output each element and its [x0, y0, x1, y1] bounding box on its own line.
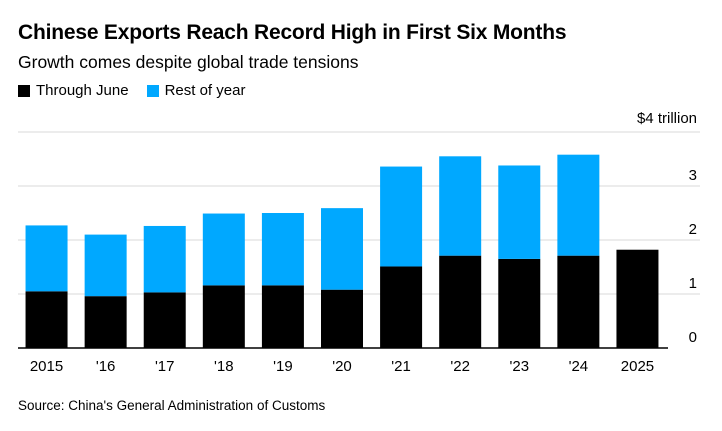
- bar-rest-of-year-21: [380, 166, 423, 267]
- bar-through-june-21: [380, 266, 423, 348]
- x-tick-label-22: '22: [450, 358, 470, 375]
- bar-through-june-18: [202, 285, 245, 348]
- y-tick-label-3: 3: [689, 167, 697, 184]
- bar-through-june-19: [261, 285, 304, 348]
- x-tick-label-24: '24: [569, 358, 589, 375]
- x-tick-label-2015: 2015: [30, 358, 63, 375]
- x-tick-label-17: '17: [155, 358, 175, 375]
- source-note: Source: China's General Administration o…: [18, 398, 326, 413]
- bar-rest-of-year-2015: [25, 225, 68, 292]
- x-tick-label-16: '16: [96, 358, 116, 375]
- bar-rest-of-year-23: [498, 165, 541, 259]
- bar-through-june-24: [557, 255, 600, 348]
- legend-item-through-june: Through June: [18, 82, 129, 99]
- bar-rest-of-year-16: [84, 234, 127, 297]
- bar-rest-of-year-17: [143, 225, 186, 293]
- bar-rest-of-year-20: [321, 208, 363, 290]
- x-tick-label-23: '23: [509, 358, 529, 375]
- bar-rest-of-year-22: [439, 156, 482, 256]
- bar-through-june-2025: [616, 249, 659, 348]
- bar-through-june-22: [439, 255, 482, 348]
- x-tick-label-2025: 2025: [621, 358, 654, 375]
- bar-through-june-23: [498, 258, 541, 348]
- legend-label-rest-of-year: Rest of year: [164, 82, 246, 99]
- y-tick-label-2: 2: [689, 221, 697, 238]
- x-tick-label-18: '18: [214, 358, 234, 375]
- legend: Through June Rest of year: [18, 82, 263, 99]
- x-tick-label-20: '20: [332, 358, 352, 375]
- bar-through-june-16: [84, 296, 127, 348]
- bar-through-june-17: [143, 292, 186, 348]
- bar-rest-of-year-19: [261, 213, 304, 286]
- legend-label-through-june: Through June: [36, 82, 129, 99]
- legend-item-rest-of-year: Rest of year: [146, 82, 246, 99]
- legend-swatch-rest-of-year: [146, 84, 159, 97]
- bar-rest-of-year-18: [202, 213, 245, 286]
- legend-swatch-through-june: [18, 84, 30, 97]
- x-tick-label-19: '19: [273, 358, 293, 375]
- bar-through-june-20: [321, 289, 363, 348]
- y-tick-label-0: 0: [689, 329, 697, 346]
- y-tick-label-1: 1: [689, 275, 697, 292]
- bar-through-june-2015: [25, 291, 68, 348]
- bar-rest-of-year-24: [557, 154, 600, 256]
- chart-subtitle: Growth comes despite global trade tensio…: [18, 52, 359, 72]
- y-tick-label-4-trillion: $4 trillion: [637, 110, 697, 127]
- x-tick-label-21: '21: [391, 358, 411, 375]
- chart-title: Chinese Exports Reach Record High in Fir…: [18, 21, 567, 44]
